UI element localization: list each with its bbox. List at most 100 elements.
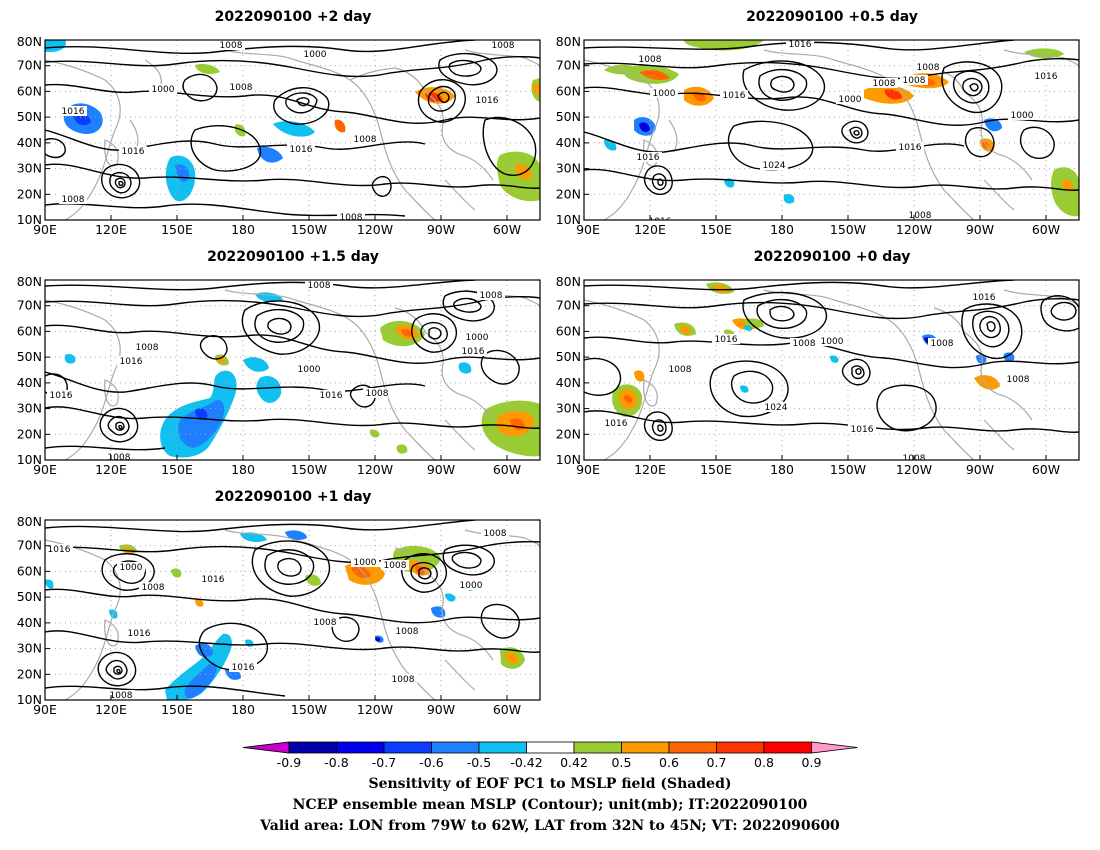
contour-label: 1016: [714, 335, 742, 346]
contour-label: 1008: [870, 78, 898, 89]
y-tick-label: 60N: [17, 83, 42, 98]
contour-label: 1016: [473, 95, 501, 106]
contour-label: 1016: [317, 390, 345, 401]
x-tick-label: 150W: [291, 462, 327, 477]
x-tick-label: 120E: [95, 462, 127, 477]
y-axis: 10N 20N 30N 40N 50N 60N 70N 80N: [17, 274, 50, 467]
svg-text:1016: 1016: [462, 347, 485, 357]
contour-label: 1000: [301, 49, 329, 60]
x-tick-label: 120E: [95, 222, 127, 237]
contour-label: 1000: [650, 88, 678, 99]
colorbar-label: -0.6: [419, 755, 443, 770]
sensitivity-shading: [612, 282, 1015, 417]
x-tick-label: 120W: [357, 222, 393, 237]
y-tick-label: 10N: [556, 452, 581, 467]
svg-text:1000: 1000: [839, 95, 862, 105]
x-tick-label: 60W: [493, 222, 521, 237]
y-axis: 10N 20N 30N 40N 50N 60N 70N 80N: [17, 34, 50, 227]
contour-label: 1008: [381, 560, 409, 571]
svg-text:1000: 1000: [466, 333, 489, 343]
x-tick-label: 120W: [357, 462, 393, 477]
contour-label: 1008: [133, 342, 161, 353]
contour-label: 1000: [836, 94, 864, 105]
panel-plus2day: 2022090100 +2 day: [17, 9, 541, 237]
svg-text:1016: 1016: [973, 293, 996, 303]
svg-text:1000: 1000: [152, 85, 175, 95]
contour-label: 1008: [59, 194, 87, 205]
y-tick-label: 10N: [17, 452, 42, 467]
contour-label: 1008: [217, 40, 245, 51]
x-tick-label: 120E: [634, 222, 666, 237]
svg-text:1008: 1008: [354, 135, 377, 145]
colorbar-swatch: [716, 741, 765, 754]
contour-label: 1008: [790, 338, 818, 349]
contour-label: 1008: [914, 62, 942, 73]
contour-label: 1016: [602, 418, 630, 429]
svg-text:1016: 1016: [899, 143, 922, 153]
y-tick-label: 60N: [17, 563, 42, 578]
contour-label: 1008: [389, 674, 417, 685]
colorbar-swatch: [621, 741, 670, 754]
y-tick-label: 60N: [556, 323, 581, 338]
contour-label: 1000: [117, 562, 145, 573]
panel-title: 2022090100 +0 day: [754, 249, 911, 265]
contour-label: 1000: [1008, 110, 1036, 121]
y-tick-label: 10N: [556, 212, 581, 227]
x-tick-label: 150W: [291, 222, 327, 237]
contour-labels: 1016 1000 1016 1008 1000 1008 1008 1008 …: [45, 528, 509, 700]
y-tick-label: 70N: [556, 298, 581, 313]
panel-title: 2022090100 +2 day: [215, 9, 372, 25]
y-tick-label: 60N: [17, 323, 42, 338]
contour-label: 1008: [489, 40, 517, 51]
colorbar-swatch: [763, 741, 812, 754]
colorbar-swatch: [383, 741, 432, 754]
svg-text:1008: 1008: [108, 453, 131, 463]
plot-frame: [44, 279, 541, 461]
colorbar-swatch: [668, 741, 717, 754]
y-tick-label: 50N: [17, 349, 42, 364]
contour-label: 1016: [45, 544, 73, 555]
colorbar-label: -0.8: [324, 755, 348, 770]
contour-label: 1016: [117, 356, 145, 367]
x-tick-label: 60W: [1032, 222, 1060, 237]
svg-text:1016: 1016: [1035, 72, 1058, 82]
x-axis: 90E 120E 150E 180 150W 120W 90W 60W: [33, 455, 521, 477]
colorbar-label: -0.5: [467, 755, 491, 770]
colorbar-label: 0.6: [659, 755, 679, 770]
y-tick-label: 40N: [556, 135, 581, 150]
x-tick-label: 120W: [357, 702, 393, 717]
panel-plus1day: 2022090100 +1 day: [17, 489, 541, 717]
panel-plus0day: 2022090100 +0 day: [556, 249, 1080, 477]
contour-label: 1008: [363, 388, 391, 399]
x-tick-label: 90E: [33, 462, 57, 477]
contour-label: 1016: [1032, 71, 1060, 82]
colorbar-label: -0.42: [510, 755, 542, 770]
svg-text:1008: 1008: [903, 76, 926, 86]
x-tick-label: 180: [770, 222, 794, 237]
x-tick-label: 120E: [634, 462, 666, 477]
contour-label: 1008: [477, 290, 505, 301]
mslp-contours: [584, 280, 1079, 442]
plot-frame: [583, 39, 1080, 221]
x-tick-label: 180: [231, 702, 255, 717]
panel-plus1.5day: 2022090100 +1.5 day: [17, 249, 541, 477]
x-axis: 90E 120E 150E 180 150W 120W 90W 60W: [576, 215, 1060, 237]
y-tick-label: 70N: [17, 58, 42, 73]
svg-text:1016: 1016: [715, 335, 738, 345]
contour-label: 1008: [139, 582, 167, 593]
svg-text:1008: 1008: [340, 213, 363, 223]
contour-labels: 1016 1008 1000 1016 1008 1008 1000 1016 …: [634, 40, 1060, 220]
contour-label: 1000: [818, 336, 846, 347]
mslp-contours: [45, 40, 540, 217]
y-tick-label: 20N: [17, 426, 42, 441]
caption-line-2: NCEP ensemble mean MSLP (Contour); unit(…: [292, 797, 808, 813]
sensitivity-shading: [64, 292, 540, 458]
x-tick-label: 90E: [576, 462, 600, 477]
svg-text:1016: 1016: [128, 629, 151, 639]
svg-text:1000: 1000: [1011, 111, 1034, 121]
y-tick-label: 40N: [556, 375, 581, 390]
coastlines: [584, 49, 1079, 220]
x-tick-label: 90E: [33, 222, 57, 237]
contour-label: 1008: [105, 452, 133, 463]
contour-label: 1016: [47, 390, 75, 401]
